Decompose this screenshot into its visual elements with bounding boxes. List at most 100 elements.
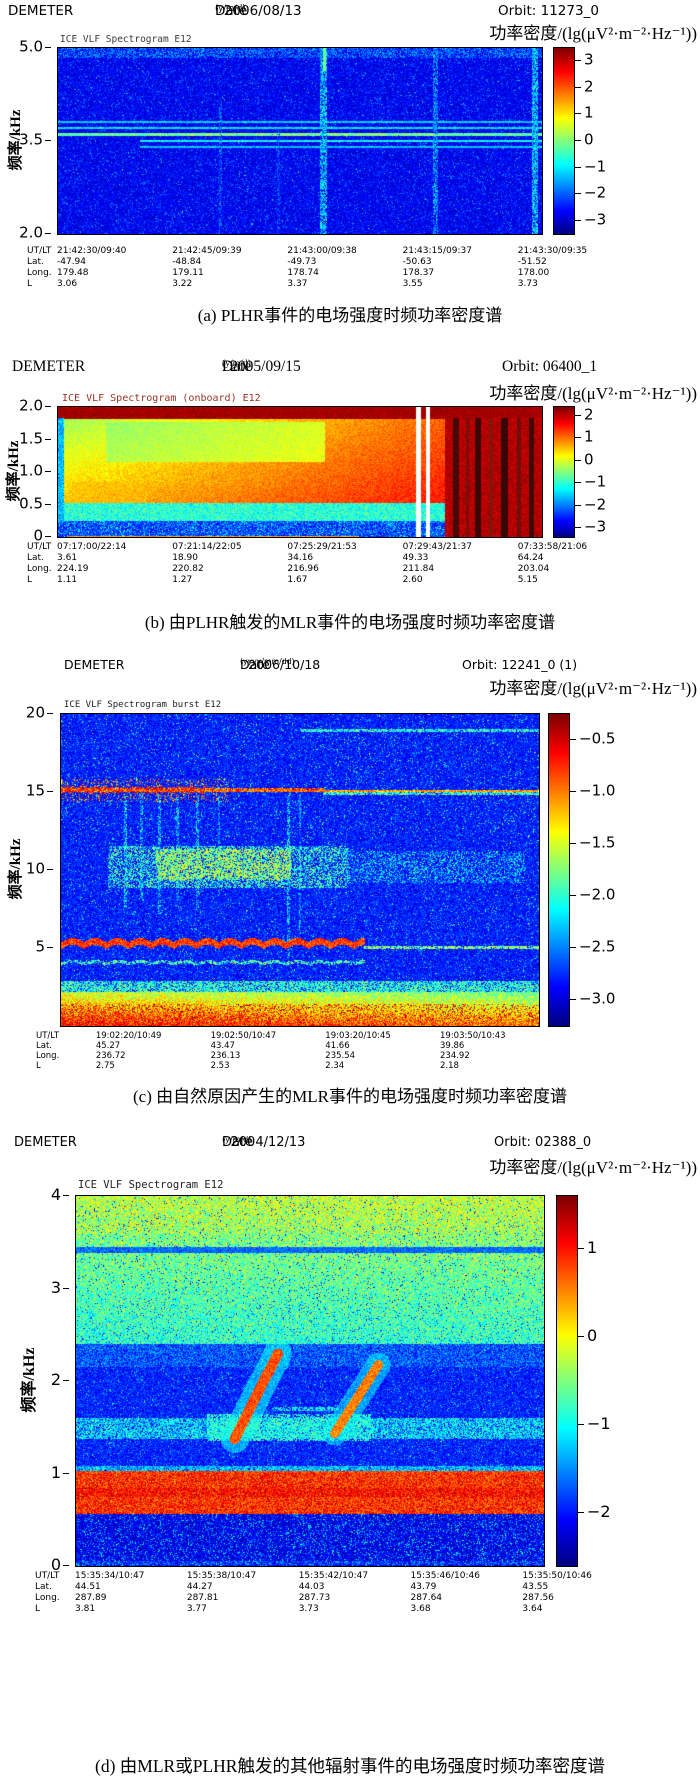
colorbar-title: 功率密度/(lg(μV²·m⁻²·Hz⁻¹)) <box>489 384 697 403</box>
ctick-mark <box>570 739 576 740</box>
table-cell: 19:03:20/10:45 <box>325 1031 391 1041</box>
ctick-label: −1.0 <box>579 781 616 800</box>
colorbar <box>553 47 575 235</box>
ytick-label: 2.0 <box>19 396 43 415</box>
table-cell: 5.15 <box>517 575 538 585</box>
colorbar-ticks: 3 2 1 0 −1 −2 −3 <box>575 47 635 233</box>
table-cell: 287.64 <box>410 1593 443 1603</box>
panel-header: DEMETER Date (y/m/d): 2006/08/13 Orbit: … <box>0 3 700 23</box>
table-cell: 15:35:46/10:46 <box>410 1571 480 1581</box>
table-cell: 236.72 <box>95 1051 126 1061</box>
ctick-mark <box>575 437 581 439</box>
table-cell: 43.55 <box>522 1582 549 1592</box>
table-cell: 216.96 <box>287 564 319 574</box>
table-cell: 15:35:50/10:46 <box>522 1571 592 1581</box>
table-cell: 178.74 <box>287 268 319 278</box>
table-cell: 44.03 <box>298 1582 325 1592</box>
spectrogram-canvas <box>57 47 543 235</box>
table-cell: -50.63 <box>402 257 432 267</box>
ctick-label: 3 <box>584 50 594 69</box>
ytick-mark <box>45 471 51 472</box>
table-cell: 1.67 <box>287 575 308 585</box>
table-cell: 287.56 <box>522 1593 554 1603</box>
colorbar-ticks: 2 1 0 −1 −2 −3 <box>575 406 635 536</box>
orbit-field: Orbit: 11273_0 <box>498 3 599 19</box>
ctick-mark <box>575 86 581 88</box>
date-units: (yyyy/mm/dd) <box>240 657 295 666</box>
table-cell: 15:35:34/10:47 <box>75 1571 145 1581</box>
panel-header: DEMETER Date (y/m/d): 2005/09/15 Orbit: … <box>0 358 700 378</box>
figure-panel-a: DEMETER Date (y/m/d): 2006/08/13 Orbit: … <box>0 0 700 345</box>
plot-title: ICE VLF Spectrogram burst E12 <box>64 700 222 710</box>
ctick-label: 1 <box>584 427 594 446</box>
table-cell: 34.16 <box>287 553 314 563</box>
ytick-mark <box>63 1565 69 1566</box>
table-cell: 3.68 <box>410 1604 431 1614</box>
table-cell: 21:43:30/09:35 <box>517 246 588 256</box>
ctick-label: −2.0 <box>579 885 616 904</box>
colorbar-title: 功率密度/(lg(μV²·m⁻²·Hz⁻¹)) <box>489 1158 697 1177</box>
date-label: Date <box>222 1135 254 1150</box>
ctick-mark <box>570 947 576 948</box>
ytick-label: 3.5 <box>19 130 43 149</box>
ytick-label: 5 <box>35 937 45 956</box>
table-cell: 19:02:50/10:47 <box>210 1031 277 1041</box>
table-cell: 43.47 <box>210 1041 235 1051</box>
table-cell: 45.27 <box>95 1041 121 1051</box>
table-cell: 3.22 <box>172 279 193 289</box>
table-row-label: Long. <box>27 564 52 574</box>
table-cell: 15:35:38/10:47 <box>186 1571 257 1581</box>
table-cell: 07:29:43/21:37 <box>402 542 472 552</box>
y-axis-ticks: 5.0 3.5 2.0 <box>0 39 52 240</box>
ytick-mark <box>47 869 53 870</box>
table-row-label: Long. <box>36 1051 60 1061</box>
ytick-label: 1 <box>50 1462 61 1482</box>
ctick-mark <box>575 414 581 416</box>
ctick-mark <box>570 999 576 1000</box>
table-cell: 3.06 <box>57 279 78 289</box>
panel-caption: (a) PLHR事件的电场强度时频功率密度谱 <box>197 306 503 325</box>
table-cell: 234.92 <box>440 1051 470 1061</box>
ctick-label: −1.5 <box>579 833 616 852</box>
date-units: (y/m/d) <box>222 358 251 369</box>
table-cell: -47.94 <box>57 257 87 267</box>
table-cell: -49.73 <box>287 257 317 267</box>
colorbar-ticks: −0.5 −1.0 −1.5 −2.0 −2.5 −3.0 <box>570 713 630 1025</box>
ctick-mark <box>575 60 581 62</box>
plot-title: ICE VLF Spectrogram (onboard) E12 <box>62 393 261 404</box>
ytick-mark <box>63 1195 69 1196</box>
table-cell: 21:43:15/09:37 <box>402 246 472 256</box>
table-cell: 49.33 <box>402 553 429 563</box>
ytick-label: 2 <box>50 1370 61 1389</box>
table-cell: 2.53 <box>210 1061 230 1071</box>
table-cell: 287.81 <box>186 1593 219 1603</box>
table-row-label: UT/LT <box>27 542 52 552</box>
date-units: (y/m/d) <box>222 1135 252 1144</box>
table-cell: 211.84 <box>402 564 435 574</box>
ytick-mark <box>45 406 51 407</box>
date-label: Date <box>240 657 270 672</box>
ctick-label: −3 <box>584 517 607 536</box>
table-cell: 3.73 <box>517 279 538 289</box>
table-row-label: L <box>27 279 33 289</box>
ctick-mark <box>575 193 581 195</box>
table-cell: 21:42:30/09:40 <box>57 246 127 256</box>
spectrogram-canvas <box>57 406 543 538</box>
table-cell: 07:21:14/22:05 <box>172 542 242 552</box>
ytick-label: 15 <box>25 781 45 800</box>
table-cell: 3.37 <box>287 279 308 289</box>
colorbar <box>553 406 575 538</box>
table-cell: -51.52 <box>517 257 547 267</box>
ctick-mark <box>575 166 581 168</box>
table-cell: 224.19 <box>57 564 89 574</box>
table-cell: 18.90 <box>172 553 198 563</box>
ctick-label: 0 <box>587 1325 598 1345</box>
y-axis-ticks: 4 3 2 1 0 <box>0 1187 70 1573</box>
table-cell: 220.82 <box>172 564 204 574</box>
table-cell: 44.51 <box>75 1582 101 1592</box>
date-value: : 2006/10/18 <box>240 657 321 672</box>
colorbar <box>548 713 570 1027</box>
ctick-label: −3 <box>584 210 607 229</box>
ctick-label: −2.5 <box>579 937 616 956</box>
instrument-name: DEMETER <box>14 1135 77 1150</box>
